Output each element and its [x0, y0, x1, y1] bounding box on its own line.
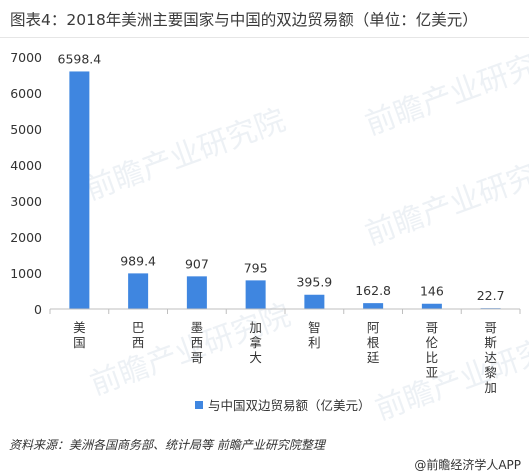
y-axis: 0 1000 2000 3000 4000 5000 6000 7000: [10, 50, 42, 317]
chart-title: 图表4：2018年美洲主要国家与中国的双边贸易额（单位：亿美元）: [10, 11, 478, 29]
data-label: 22.7: [477, 288, 505, 303]
legend: 与中国双边贸易额（亿美元）: [195, 398, 371, 413]
data-label: 146: [420, 284, 444, 299]
y-tick-label: 2000: [10, 230, 42, 245]
bar: [363, 303, 384, 309]
y-tick-label: 4000: [10, 158, 42, 173]
y-tick-label: 1000: [10, 266, 42, 281]
bar: [304, 294, 325, 309]
x-tick-label: 哥斯达黎加: [484, 320, 497, 395]
data-label: 989.4: [120, 253, 156, 268]
x-tick-label: 墨西哥: [191, 320, 204, 365]
data-label: 6598.4: [58, 51, 102, 66]
y-tick-label: 0: [34, 302, 42, 317]
data-label: 795: [244, 260, 268, 275]
y-tick-label: 6000: [10, 86, 42, 101]
bar-series: 6598.4 989.4 907 795 395.9 162.8 146 22.7: [58, 51, 505, 309]
bar: [186, 276, 207, 309]
x-tick-label: 智利: [308, 320, 321, 350]
x-tick-label: 加拿大: [249, 320, 262, 365]
legend-swatch: [195, 401, 203, 409]
bar: [421, 303, 442, 309]
x-tick-label: 美国: [73, 320, 86, 350]
bar: [128, 273, 149, 309]
legend-label: 与中国双边贸易额（亿美元）: [208, 398, 371, 413]
y-tick-label: 7000: [10, 50, 42, 65]
x-axis: 美国 巴西 墨西哥 加拿大 智利 阿根廷 哥伦比亚 哥斯达黎加: [49, 308, 521, 395]
bar: [245, 280, 266, 309]
x-tick-label: 阿根廷: [367, 320, 380, 365]
watermark-text: 前瞻产业研究院: [371, 323, 529, 428]
bar: [69, 71, 90, 309]
data-label: 162.8: [355, 283, 391, 298]
watermark-text: 前瞻产业研究院: [361, 38, 529, 143]
x-tick-label: 巴西: [132, 320, 145, 350]
title-divider: [0, 37, 529, 38]
watermark-text: 前瞻产业研究院: [361, 148, 529, 253]
watermark-text: 前瞻产业研究院: [81, 103, 290, 208]
y-tick-label: 3000: [10, 194, 42, 209]
source-note: 资料来源：美洲各国商务部、统计局等 前瞻产业研究院整理: [9, 438, 325, 452]
data-label: 395.9: [296, 275, 332, 290]
x-tick-label: 哥伦比亚: [426, 320, 439, 380]
y-tick-label: 5000: [10, 122, 42, 137]
credit-label: @前瞻经济学人APP: [414, 458, 521, 472]
data-label: 907: [185, 256, 209, 271]
